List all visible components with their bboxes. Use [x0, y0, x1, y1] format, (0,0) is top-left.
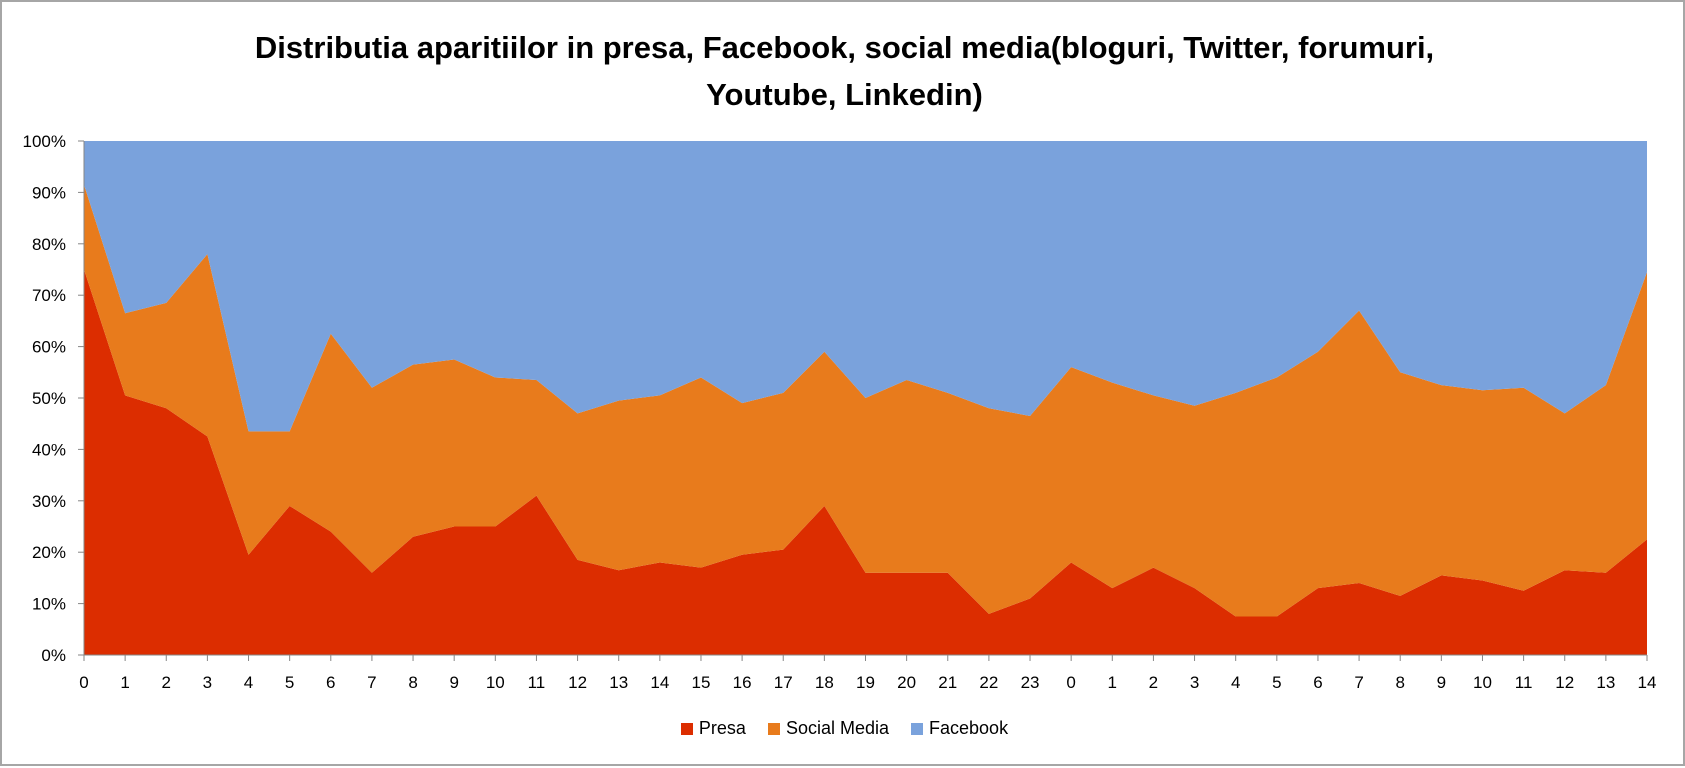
- x-tick-label: 10: [486, 673, 505, 692]
- y-tick-label: 10%: [32, 595, 66, 614]
- x-tick-label: 16: [733, 673, 752, 692]
- x-tick-label: 0: [79, 673, 88, 692]
- legend-label-social-media: Social Media: [785, 718, 890, 738]
- x-tick-label: 17: [774, 673, 793, 692]
- x-tick-label: 13: [1596, 673, 1615, 692]
- x-tick-label: 9: [1437, 673, 1446, 692]
- legend-item-presa: Presa: [680, 718, 746, 739]
- legend-swatch-social-media: [767, 722, 780, 735]
- x-tick-label: 8: [408, 673, 417, 692]
- x-tick-label: 5: [285, 673, 294, 692]
- y-tick-label: 90%: [32, 183, 66, 202]
- chart-title-line-2: Youtube, Linkedin): [706, 77, 983, 112]
- legend-swatch-presa: [680, 722, 693, 735]
- x-tick-label: 21: [938, 673, 957, 692]
- x-tick-label: 12: [1555, 673, 1574, 692]
- y-tick-label: 100%: [23, 132, 66, 151]
- legend-label-facebook: Facebook: [929, 718, 1009, 738]
- x-tick-label: 19: [856, 673, 875, 692]
- x-tick-label: 5: [1272, 673, 1281, 692]
- area-series-facebook: [84, 141, 1647, 432]
- chart-title-line-1: Distributia aparitiilor in presa, Facebo…: [254, 30, 1435, 65]
- x-tick-label: 14: [650, 673, 669, 692]
- x-tick-label: 10: [1473, 673, 1492, 692]
- y-tick-label: 80%: [32, 235, 66, 254]
- x-tick-label: 20: [897, 673, 916, 692]
- x-tick-label: 18: [815, 673, 834, 692]
- legend-swatch-facebook: [911, 722, 924, 735]
- x-tick-label: 11: [1515, 673, 1533, 692]
- x-tick-label: 12: [568, 673, 587, 692]
- y-tick-label: 50%: [32, 389, 66, 408]
- areas-layer: [84, 141, 1647, 655]
- x-tick-label: 14: [1638, 673, 1657, 692]
- x-tick-label: 0: [1066, 673, 1075, 692]
- y-tick-label: 60%: [32, 338, 66, 357]
- area-series-social-media: [84, 184, 1647, 617]
- x-tick-label: 7: [367, 673, 376, 692]
- x-tick-label: 22: [979, 673, 998, 692]
- x-tick-label: 13: [609, 673, 628, 692]
- x-tick-label: 8: [1395, 673, 1404, 692]
- y-tick-label: 70%: [32, 286, 66, 305]
- legend-item-social-media: Social Media: [767, 718, 890, 739]
- legend-item-facebook: Facebook: [911, 718, 1008, 739]
- legend-label-presa: Presa: [698, 718, 746, 738]
- y-tick-label: 30%: [32, 492, 66, 511]
- area-series-presa: [84, 269, 1647, 655]
- x-tick-labels: 0 1 2 3 4 5 6 7 8 9 10 11 12 13 14 15 16 17 18 19 20 21 22 23 0 1…: [79, 673, 1656, 692]
- x-tick-label: 3: [203, 673, 212, 692]
- x-tick-label: 6: [326, 673, 335, 692]
- x-tick-label: 4: [1231, 673, 1240, 692]
- axes-layer: [78, 140, 1648, 661]
- x-tick-label: 15: [692, 673, 711, 692]
- chart-title: Distributia aparitiilor in presa, Facebo…: [2, 24, 1685, 118]
- x-tick-label: 2: [1149, 673, 1158, 692]
- x-tick-label: 7: [1354, 673, 1363, 692]
- y-tick-label: 20%: [32, 543, 66, 562]
- x-tick-label: 1: [1108, 673, 1117, 692]
- x-tick-label: 6: [1313, 673, 1322, 692]
- x-tick-label: 9: [449, 673, 458, 692]
- y-tick-label: 40%: [32, 440, 66, 459]
- legend: Presa Social Media Facebook: [2, 718, 1685, 739]
- x-tick-label: 3: [1190, 673, 1199, 692]
- x-tick-label: 4: [244, 673, 253, 692]
- y-tick-label: 0%: [41, 646, 66, 665]
- y-tick-labels: 0% 10% 20% 30% 40% 50% 60% 70% 80% 90% 100%: [23, 132, 66, 665]
- x-tick-label: 11: [528, 673, 546, 692]
- x-tick-label: 2: [162, 673, 171, 692]
- x-tick-label: 23: [1021, 673, 1040, 692]
- x-tick-label: 1: [120, 673, 129, 692]
